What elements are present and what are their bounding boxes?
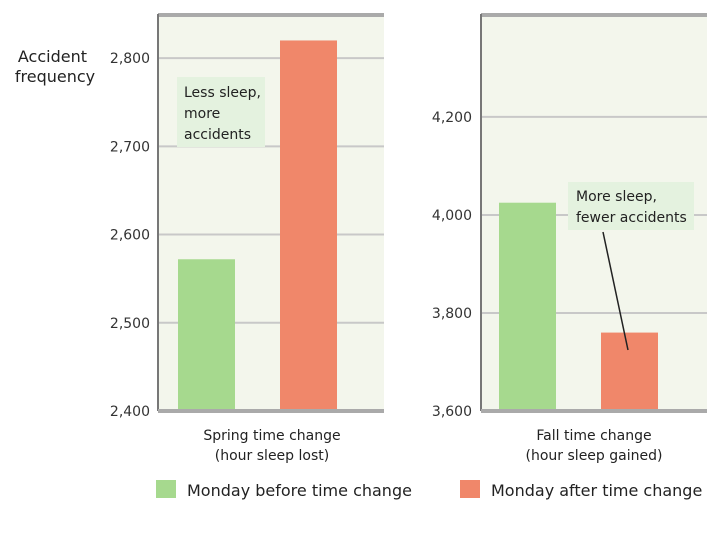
spring-annotation-line-2: more <box>184 106 220 122</box>
spring-y-tick-label: 2,800 <box>110 51 150 67</box>
spring-annotation-line-1: Less sleep, <box>184 85 261 101</box>
spring-annotation-line-3: accidents <box>184 127 251 143</box>
fall-panel: 3,600 3,800 4,000 4,200 Fall time change (hou… <box>432 13 707 464</box>
spring-panel: 2,400 2,500 2,600 2,700 2,800 Spring time cha… <box>110 13 384 464</box>
fall-annotation-line-1: More sleep, <box>576 189 657 205</box>
spring-y-tick-label: 2,400 <box>110 404 150 420</box>
fall-y-tick-label: 4,000 <box>432 208 472 224</box>
legend-swatch-before <box>156 480 176 498</box>
spring-bar-after <box>280 40 337 411</box>
legend: Monday before time change Monday after t… <box>156 480 702 500</box>
spring-y-tick-label: 2,600 <box>110 228 150 244</box>
legend-label-before: Monday before time change <box>187 481 412 500</box>
spring-y-tick-label: 2,700 <box>110 139 150 155</box>
legend-swatch-after <box>460 480 480 498</box>
fall-annotation-box <box>568 182 694 230</box>
fall-bar-before <box>499 202 556 411</box>
fall-y-tick-label: 3,600 <box>432 404 472 420</box>
spring-annotation-box <box>177 77 265 147</box>
spring-bar-before <box>178 259 235 411</box>
spring-caption-line-2: (hour sleep lost) <box>215 448 329 464</box>
y-axis-label-line-2: frequency <box>15 67 95 86</box>
fall-bar-after <box>601 332 658 411</box>
fall-annotation-pointer <box>602 231 629 351</box>
spring-caption-line-1: Spring time change <box>203 428 340 444</box>
fall-y-tick-label: 3,800 <box>432 306 472 322</box>
fall-annotation-line-2: fewer accidents <box>576 210 687 226</box>
fall-caption-line-1: Fall time change <box>536 428 651 444</box>
y-axis-label-line-1: Accident <box>18 47 87 66</box>
spring-y-tick-label: 2,500 <box>110 316 150 332</box>
legend-label-after: Monday after time change <box>491 481 702 500</box>
y-axis-label: Accident frequency <box>15 47 95 86</box>
fall-caption-line-2: (hour sleep gained) <box>526 448 663 464</box>
fall-y-tick-label: 4,200 <box>432 110 472 126</box>
